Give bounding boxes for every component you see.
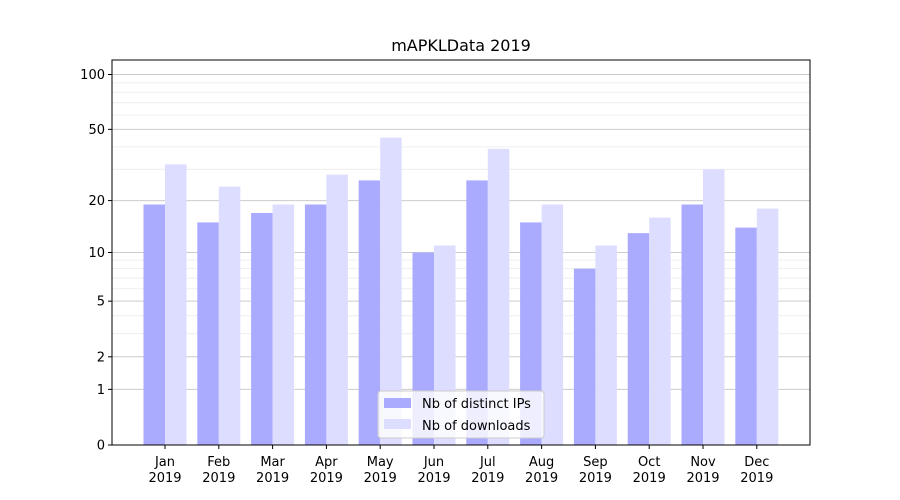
bar-downloads — [165, 164, 187, 445]
bar-distinct-ips — [304, 204, 327, 445]
y-tick-label: 100 — [80, 68, 105, 83]
legend-label-downloads: Nb of downloads — [422, 419, 531, 434]
bar-distinct-ips — [197, 222, 219, 445]
bar-downloads — [649, 217, 671, 445]
bar-downloads — [487, 148, 510, 445]
x-tick-label: Dec 2019 — [740, 455, 773, 486]
bar-distinct-ips — [466, 180, 488, 446]
x-tick-label: Sep 2019 — [579, 455, 612, 486]
chart-title: mAPKLData 2019 — [391, 36, 531, 55]
bar-distinct-ips — [251, 212, 273, 445]
x-tick-label: May 2019 — [364, 455, 397, 486]
x-tick-label: Nov 2019 — [686, 455, 719, 486]
y-tick-label: 10 — [88, 246, 105, 261]
y-tick-label: 2 — [97, 350, 105, 365]
y-tick-label: 1 — [97, 383, 105, 398]
bar-downloads — [595, 245, 617, 445]
bar-distinct-ips — [143, 204, 165, 445]
legend-label-distinct-ips: Nb of distinct IPs — [422, 397, 531, 412]
bar-distinct-ips — [627, 233, 650, 445]
legend-swatch-distinct-ips — [384, 398, 411, 408]
bar-downloads — [703, 169, 725, 445]
x-axis: Jan 2019 Feb 2019 Mar 2019 Apr 2019 May 2019 Jun 20… — [148, 445, 773, 486]
x-tick-label: Aug 2019 — [525, 455, 558, 486]
y-tick-label: 5 — [97, 295, 105, 310]
x-tick-label: Jun 2019 — [417, 455, 450, 486]
legend-box — [377, 390, 545, 439]
x-tick-label: Apr 2019 — [310, 455, 343, 486]
legend: Nb of distinct IPs Nb of downloads — [377, 390, 545, 439]
x-tick-label: Jan 2019 — [148, 455, 181, 486]
bar-downloads — [756, 208, 779, 445]
bar-distinct-ips — [681, 204, 703, 445]
bar-distinct-ips — [358, 180, 381, 446]
bar-downloads — [272, 204, 295, 445]
y-tick-label: 50 — [88, 123, 105, 138]
y-tick-label: 20 — [88, 194, 105, 209]
bar-distinct-ips — [735, 227, 757, 445]
x-tick-label: Oct 2019 — [633, 455, 666, 486]
legend-swatch-downloads — [384, 419, 411, 429]
y-tick-label: 0 — [97, 439, 105, 454]
bar-downloads — [380, 137, 402, 445]
bar-downloads — [326, 174, 348, 446]
x-tick-label: Mar 2019 — [256, 455, 289, 486]
x-tick-label: Feb 2019 — [202, 455, 235, 486]
bar-downloads — [541, 204, 564, 445]
x-tick-label: Jul 2019 — [471, 455, 504, 486]
bar-distinct-ips — [520, 222, 542, 445]
bar-downloads — [218, 186, 241, 445]
bar-distinct-ips — [573, 268, 596, 445]
y-axis: 0 1 2 5 10 20 50 100 — [80, 68, 112, 454]
